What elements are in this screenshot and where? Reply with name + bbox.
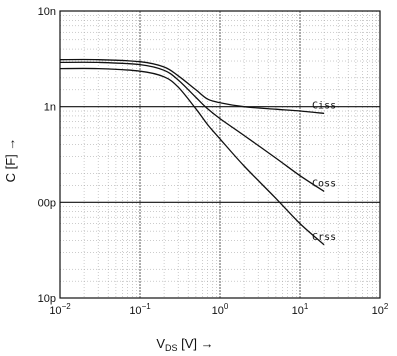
grid xyxy=(59,11,380,298)
plot-area xyxy=(60,11,380,298)
x-tick-label: 101 xyxy=(292,302,309,317)
series-label-coss: Coss xyxy=(312,178,336,189)
series-line-ciss xyxy=(59,58,325,115)
y-tick-label: 10n xyxy=(38,6,56,18)
y-tick-label: 00p xyxy=(38,197,56,209)
x-axis-label: VDS [V] → xyxy=(156,336,213,353)
y-tick-label: 10p xyxy=(38,293,56,305)
y-tick-labels: 10n 1n 00p 10p xyxy=(38,6,56,305)
x-tick-label: 100 xyxy=(212,302,229,317)
series-line-crss xyxy=(59,67,325,246)
series-labels: Ciss Coss Crss xyxy=(312,100,336,242)
y-axis-label: C [F] → xyxy=(3,138,18,183)
series-line-coss xyxy=(59,61,325,192)
x-tick-label: 10−2 xyxy=(49,302,71,317)
y-tick-label: 1n xyxy=(44,102,56,114)
x-tick-label: 102 xyxy=(372,302,389,317)
x-tick-labels: 10−2 10−1 100 101 102 xyxy=(49,302,389,317)
series-label-ciss: Ciss xyxy=(312,100,336,111)
series-label-crss: Crss xyxy=(312,232,336,243)
plot-frame xyxy=(59,10,381,299)
series-lines xyxy=(59,58,325,246)
x-tick-label: 10−1 xyxy=(129,302,151,317)
